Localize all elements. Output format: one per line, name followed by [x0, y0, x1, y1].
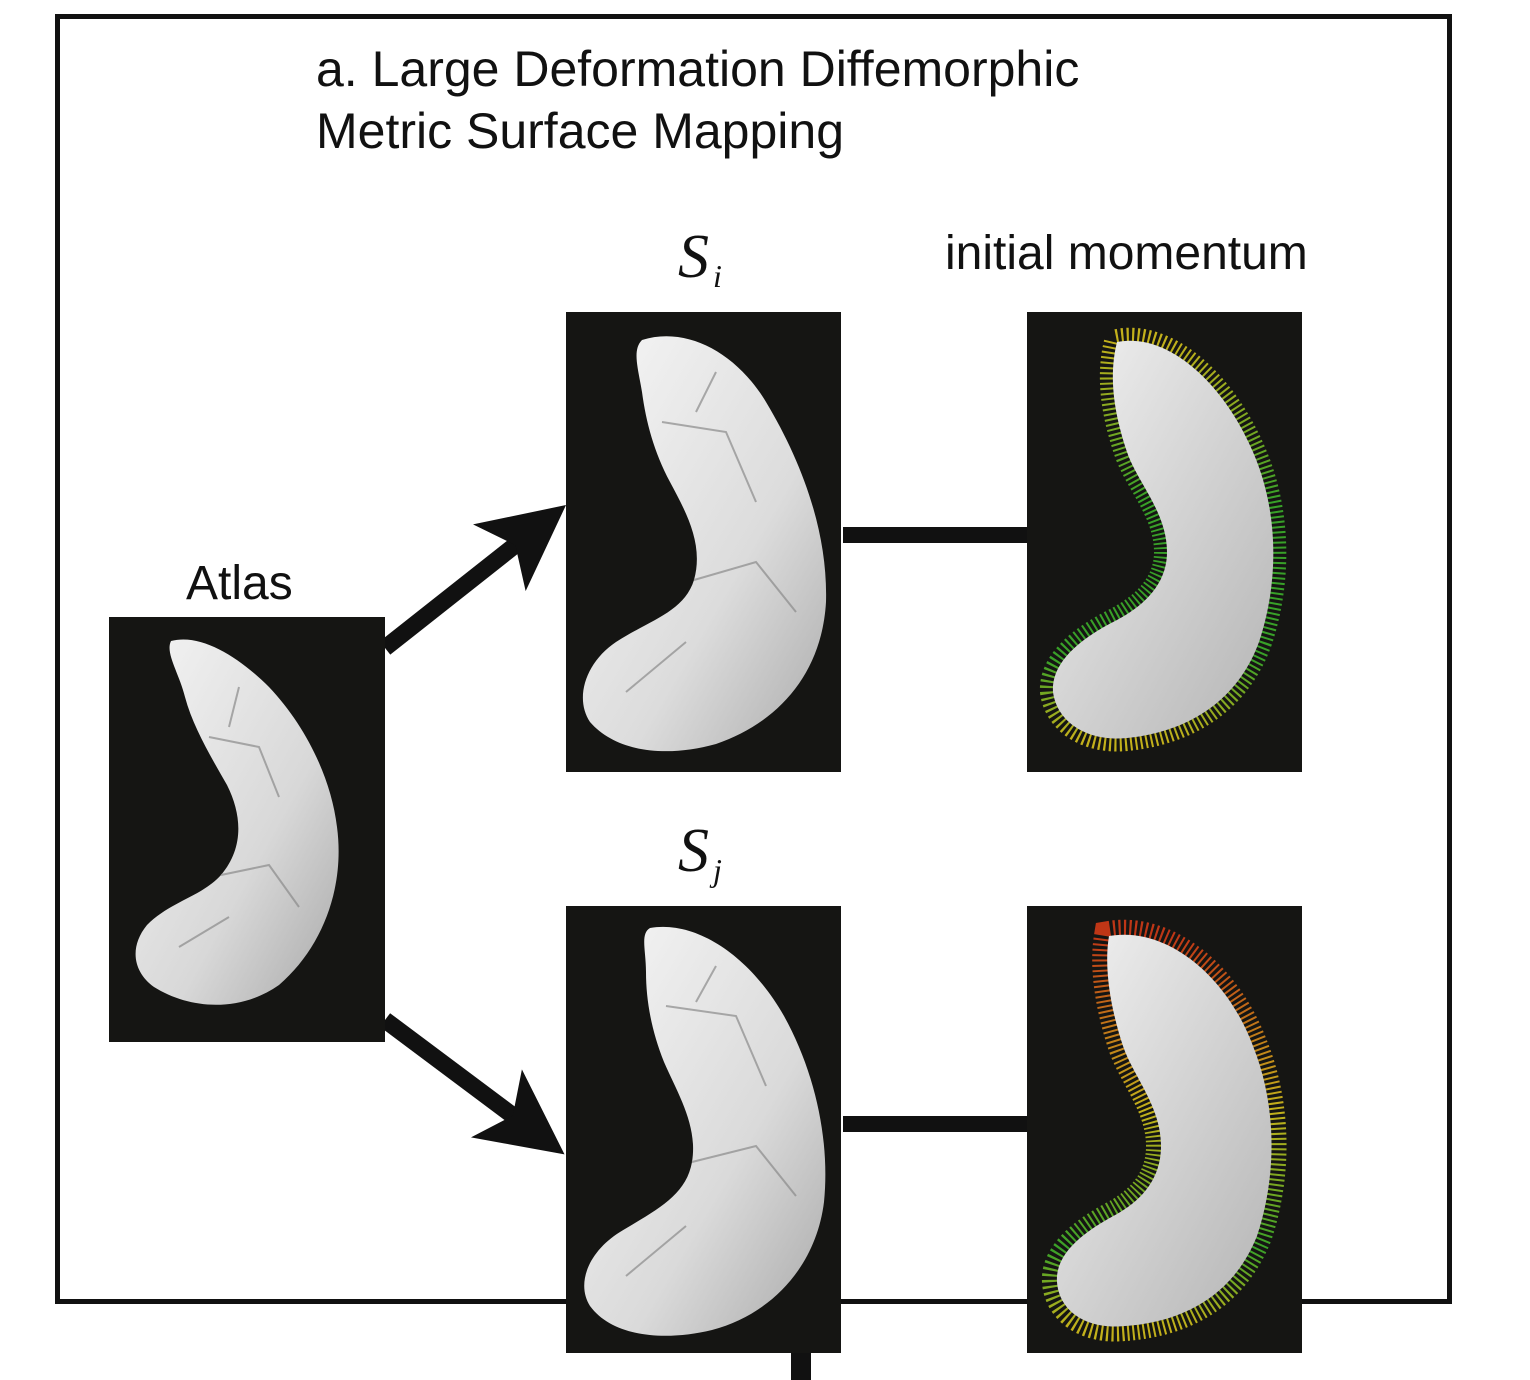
hippocampus-surface-icon — [135, 639, 339, 1005]
vector-field-icon — [1039, 327, 1287, 752]
hippocampus-surface-icon — [584, 926, 826, 1336]
hippocampus-surface-icon — [582, 336, 827, 752]
subject-j-symbol: S — [678, 817, 709, 885]
subject-i-symbol: S — [678, 223, 709, 291]
figure-title: a. Large Deformation Diffemorphic Metric… — [316, 38, 1079, 162]
subject-j-subscript: j — [713, 852, 722, 888]
subject-i-panel — [566, 312, 841, 772]
vector-field-icon — [1041, 919, 1287, 1342]
subject-i-subscript: i — [713, 258, 722, 294]
title-line-1: a. Large Deformation Diffemorphic — [316, 41, 1080, 97]
atlas-panel — [109, 617, 385, 1042]
subject-j-panel — [566, 906, 841, 1353]
momentum-j-panel — [1027, 906, 1302, 1353]
initial-momentum-label: initial momentum — [945, 227, 1308, 280]
momentum-i-panel — [1027, 312, 1302, 772]
title-line-2: Metric Surface Mapping — [316, 103, 845, 159]
atlas-label: Atlas — [186, 557, 293, 610]
